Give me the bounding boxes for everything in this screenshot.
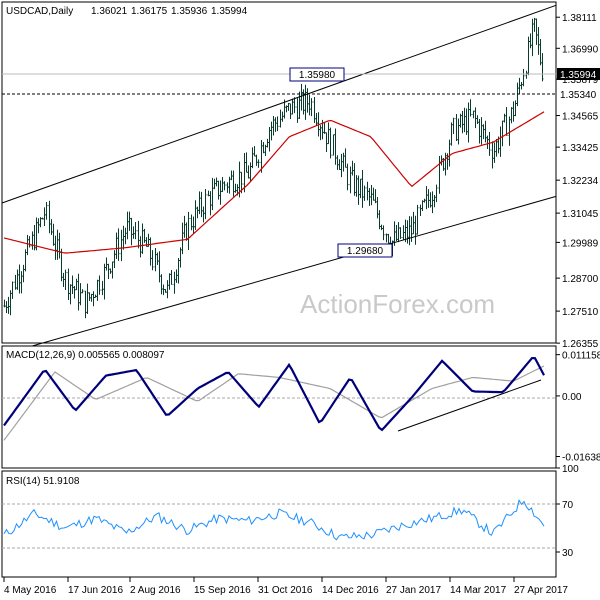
macd-y-tick-label: 0.011158 bbox=[562, 351, 600, 362]
rsi-y-tick-label: 70 bbox=[562, 500, 574, 511]
rsi-y-tick-label: 30 bbox=[562, 548, 574, 559]
y-tick-label: 1.34565 bbox=[562, 112, 599, 123]
y-tick-label: 1.29989 bbox=[562, 238, 599, 249]
y-tick-label: 1.28700 bbox=[562, 274, 599, 285]
upper-channel-line bbox=[1, 4, 557, 204]
macd-y-tick-label: -0.016386 bbox=[562, 452, 600, 463]
support-level-label: 1.35340 bbox=[560, 90, 597, 101]
price-panel: ActionForex.com USDCAD,Daily 1.36021 1.3… bbox=[1, 1, 600, 356]
x-tick-label: 2 Aug 2016 bbox=[130, 585, 181, 596]
current-price-label: 1.35994 bbox=[560, 70, 597, 81]
y-tick-label: 1.35879 bbox=[562, 75, 599, 86]
y-tick-label: 1.33425 bbox=[562, 143, 599, 154]
current-price-tag: 1.35994 bbox=[557, 68, 600, 81]
rsi-panel: RSI(14) 51.9108 100 70 30 bbox=[1, 464, 579, 578]
y-tick-label: 1.31045 bbox=[562, 209, 599, 220]
price-y-axis: 1.38111 1.36990 1.35879 1.34565 1.33425 1.322… bbox=[556, 13, 599, 350]
x-tick-label: 17 Jun 2016 bbox=[68, 585, 123, 596]
y-tick-label: 1.32234 bbox=[562, 176, 599, 187]
current-price-box bbox=[557, 68, 600, 80]
rsi-panel-frame bbox=[1, 470, 557, 578]
price-title: USDCAD,Daily bbox=[6, 6, 73, 17]
price-header: USDCAD,Daily 1.36021 1.36175 1.35936 1.3… bbox=[6, 6, 248, 17]
y-tick-label: 1.38111 bbox=[562, 13, 597, 24]
price-panel-frame bbox=[1, 1, 557, 344]
macd-title: MACD(12,26,9) 0.005565 0.008097 bbox=[6, 350, 165, 361]
rsi-title: RSI(14) 51.9108 bbox=[6, 476, 80, 487]
macd-panel: MACD(12,26,9) 0.005565 0.008097 0.011158… bbox=[1, 345, 600, 469]
annotation-high: 1.35980 bbox=[289, 67, 345, 82]
y-tick-label: 1.26355 bbox=[562, 339, 599, 350]
watermark: ActionForex.com bbox=[300, 289, 495, 319]
macd-line bbox=[3, 356, 545, 432]
ohlc-close: 1.35994 bbox=[211, 6, 248, 17]
price-bars bbox=[3, 17, 544, 319]
x-tick-label: 27 Jan 2017 bbox=[386, 585, 441, 596]
macd-signal-line bbox=[3, 365, 545, 441]
x-tick-label: 27 Apr 2017 bbox=[514, 585, 568, 596]
annotation-low: 1.29680 bbox=[337, 243, 393, 258]
rsi-y-axis: 100 70 30 bbox=[556, 464, 579, 559]
annotation-low-label: 1.29680 bbox=[347, 246, 384, 257]
annotation-high-label: 1.35980 bbox=[299, 70, 336, 81]
rsi-line bbox=[3, 499, 545, 541]
ohlc-high: 1.36175 bbox=[131, 6, 168, 17]
y-tick-label: 1.27510 bbox=[562, 307, 599, 318]
macd-trendline bbox=[397, 379, 542, 432]
moving-average-line bbox=[3, 111, 545, 254]
annotation-low-box bbox=[337, 243, 393, 258]
macd-y-axis: 0.011158 0.00 -0.016386 bbox=[556, 351, 600, 463]
annotation-high-box bbox=[289, 67, 345, 82]
x-tick-label: 31 Oct 2016 bbox=[258, 585, 313, 596]
rsi-y-tick-label: 100 bbox=[562, 464, 579, 475]
x-axis: 4 May 2016 17 Jun 2016 2 Aug 2016 15 Sep 20… bbox=[3, 577, 568, 596]
y-tick-label: 1.36990 bbox=[562, 44, 599, 55]
macd-y-tick-label: 0.00 bbox=[562, 392, 582, 403]
ohlc-open: 1.36021 bbox=[91, 6, 128, 17]
ohlc-low: 1.35936 bbox=[171, 6, 208, 17]
x-tick-label: 14 Dec 2016 bbox=[322, 585, 379, 596]
lower-channel-line bbox=[1, 195, 557, 356]
x-tick-label: 15 Sep 2016 bbox=[194, 585, 251, 596]
x-tick-label: 14 Mar 2017 bbox=[450, 585, 507, 596]
macd-panel-frame bbox=[1, 345, 557, 469]
x-tick-label: 4 May 2016 bbox=[4, 585, 57, 596]
